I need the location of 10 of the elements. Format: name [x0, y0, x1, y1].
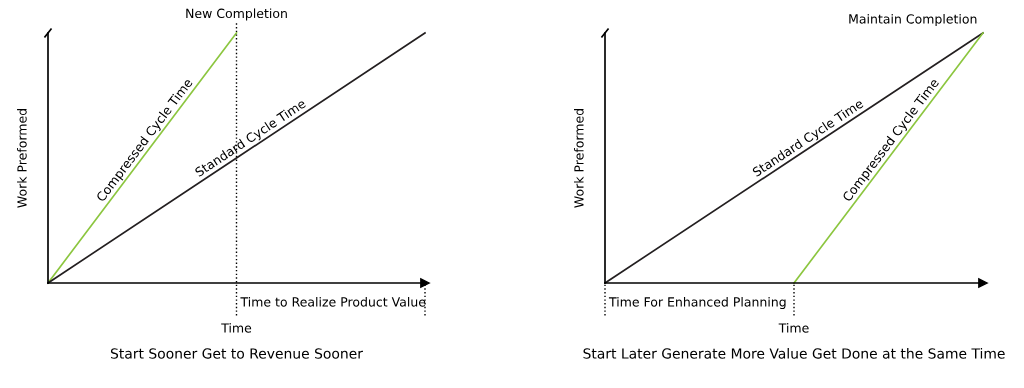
text: Start Later Generate More Value Get Done at the Same Time [583, 348, 1005, 359]
text: Time to Realize Product Value [240, 296, 426, 307]
y-axis-title: Work Preformed [574, 109, 584, 208]
text: Start Sooner Get to Revenue Sooner [110, 348, 363, 359]
x-axis-title: Time [778, 323, 809, 333]
text: Maintain Completion [849, 13, 977, 27]
text: New Completion [186, 8, 287, 21]
y-axis-title: Work Preformed [17, 109, 27, 208]
x-axis-title: Time [221, 323, 252, 333]
text: Time For Enhanced Planning [608, 296, 786, 310]
